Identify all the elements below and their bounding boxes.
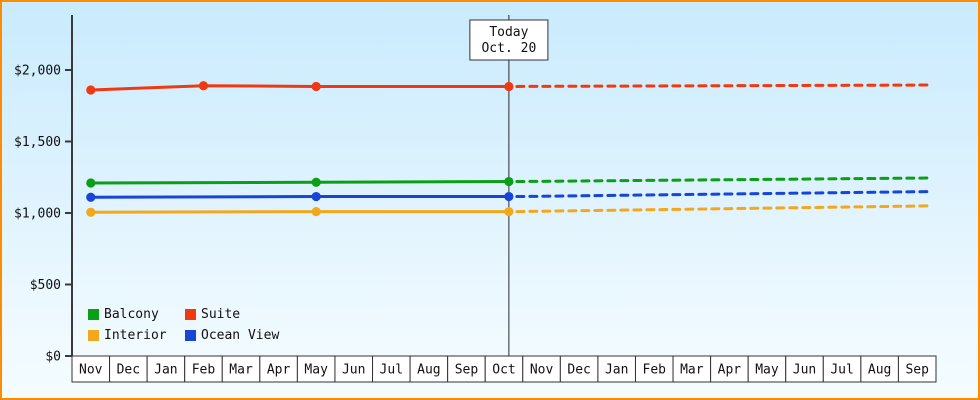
month-label: Jul (380, 363, 403, 378)
chart-legend: Balcony Suite Interior Ocean View (88, 308, 279, 342)
forecast-line (515, 204, 934, 214)
month-label: Jul (830, 363, 853, 378)
y-tick-label: $0 (45, 350, 61, 365)
month-label: Mar (229, 363, 253, 378)
data-point-marker (86, 207, 96, 217)
legend-item-suite: Suite (185, 308, 279, 321)
legend-item-balcony: Balcony (88, 308, 185, 321)
series-line (89, 210, 511, 214)
month-label: Aug (417, 363, 440, 378)
y-tick-label: $1,500 (14, 135, 61, 150)
legend-item-ocean-view: Ocean View (185, 329, 279, 342)
y-tick-label: $2,000 (14, 64, 61, 79)
month-cell (484, 355, 524, 383)
forecast-line (515, 176, 934, 184)
month-label: Jan (154, 363, 177, 378)
month-cell (372, 355, 411, 383)
month-label: Feb (192, 363, 216, 378)
month-cell (897, 355, 937, 383)
month-cell (184, 355, 223, 383)
series-line (89, 84, 511, 92)
data-point-marker (198, 81, 209, 91)
month-label: Jun (342, 363, 365, 378)
legend-label-suite: Suite (201, 307, 241, 322)
month-label: May (304, 363, 328, 378)
month-label: May (755, 363, 779, 378)
month-cell (334, 355, 374, 383)
month-cell (860, 355, 899, 383)
data-point-marker (86, 85, 96, 95)
month-label: Apr (267, 363, 291, 378)
data-point-marker (311, 81, 321, 92)
month-label: Jan (605, 363, 628, 378)
month-label: Jun (793, 363, 816, 378)
month-cell (259, 355, 298, 383)
data-point-marker (504, 206, 514, 217)
month-cell (71, 355, 111, 383)
y-tick-label: $1,000 (14, 207, 61, 222)
data-point-marker (504, 191, 514, 202)
month-label: Nov (530, 363, 554, 378)
month-label: Apr (718, 363, 742, 378)
month-label: Nov (79, 363, 103, 378)
month-label: Feb (643, 363, 667, 378)
series-line (89, 195, 511, 199)
data-point-marker (311, 206, 321, 217)
today-label-box (469, 19, 549, 61)
data-point-marker (504, 81, 514, 92)
data-point-marker (86, 178, 96, 188)
data-point-marker (311, 191, 321, 202)
month-cell (822, 355, 862, 383)
y-tick-label: $500 (30, 278, 61, 293)
data-point-marker (311, 177, 321, 187)
month-cell (447, 355, 486, 383)
month-label: Sep (905, 363, 929, 378)
month-label: Dec (567, 363, 590, 378)
legend-label-balcony: Balcony (104, 307, 159, 322)
legend-label-interior: Interior (104, 328, 167, 343)
month-cell (522, 355, 561, 383)
month-cell (710, 355, 749, 383)
month-cell (559, 355, 599, 383)
month-cell (146, 355, 186, 383)
month-label: Aug (868, 363, 891, 378)
forecast-line (515, 190, 934, 199)
data-point-marker (86, 192, 96, 202)
suite-swatch-icon (185, 309, 196, 320)
month-label: Sep (455, 363, 479, 378)
month-label: Dec (117, 363, 140, 378)
ocean-view-swatch-icon (185, 330, 196, 341)
data-point-marker (504, 176, 514, 187)
month-label: Mar (680, 363, 704, 378)
balcony-swatch-icon (88, 309, 99, 320)
legend-label-ocean-view: Ocean View (201, 328, 280, 343)
today-label-line2: Oct. 20 (481, 41, 536, 56)
today-label-line1: Today (489, 25, 528, 40)
interior-swatch-icon (88, 330, 99, 341)
month-cell (409, 355, 449, 383)
month-cell (672, 355, 712, 383)
month-label: Oct (492, 363, 515, 378)
month-cell (785, 355, 824, 383)
forecast-line (515, 83, 934, 88)
legend-item-interior: Interior (88, 329, 185, 342)
series-line (89, 180, 511, 185)
month-cell (296, 355, 336, 383)
